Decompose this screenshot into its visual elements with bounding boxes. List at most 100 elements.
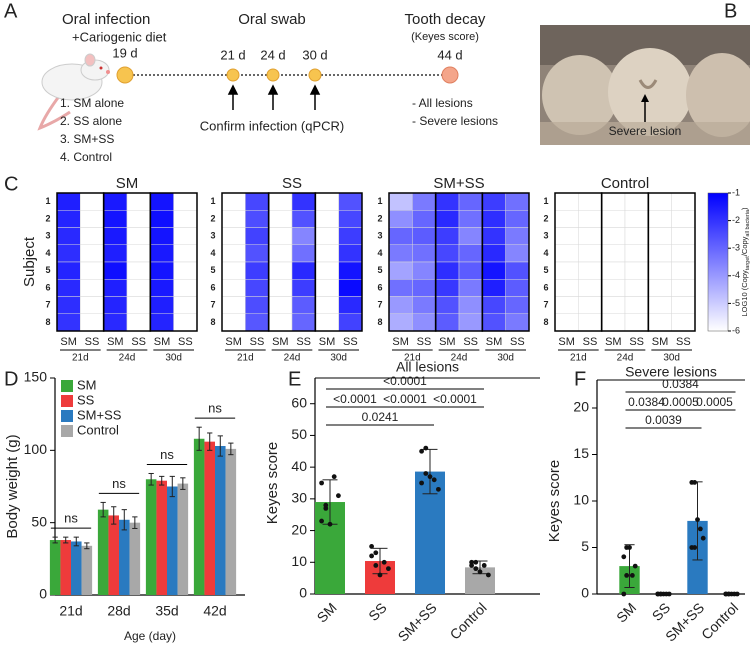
heatmap-cell (150, 210, 174, 228)
y-axis-label: Keyes score (264, 442, 281, 525)
group-label: 30d (165, 353, 182, 364)
confirm-label: Confirm infection (qPCR) (200, 118, 345, 133)
row-label: 6 (377, 282, 382, 292)
heatmap-cell (315, 261, 339, 280)
data-point (369, 553, 374, 559)
heatmap-cell (56, 279, 81, 297)
heatmap-cell (56, 313, 81, 332)
heatmap-cell (103, 244, 128, 263)
comparison-label: <0.0001 (333, 392, 377, 406)
heatmap-cell (624, 227, 649, 245)
heatmap-title: SS (282, 175, 302, 192)
heatmap-cell (150, 261, 174, 280)
y-tick-label: 0 (581, 585, 589, 601)
heatmap-cell (315, 244, 339, 263)
heatmap-cell (315, 296, 339, 314)
column-label: SM (605, 336, 622, 348)
heatmap-cell (80, 313, 104, 332)
row-label: 6 (45, 282, 50, 292)
heatmap-cell (126, 313, 151, 332)
row-label: 2 (377, 213, 382, 223)
heatmap-cell (388, 244, 413, 263)
heatmap-cell (245, 313, 269, 332)
row-label: 8 (377, 317, 382, 327)
heatmap-cell (268, 244, 293, 263)
heatmap-cell (601, 279, 626, 297)
row-label: 7 (543, 300, 548, 310)
column-label: SS (463, 336, 478, 348)
data-point (373, 550, 379, 556)
heatmap-cell (388, 227, 413, 245)
heatmap-cell (648, 296, 672, 314)
heatmap-cell (388, 210, 413, 228)
heatmap-cell (601, 244, 626, 263)
panel-label: D (4, 368, 18, 390)
heatmap-cell (173, 261, 198, 280)
data-point (627, 545, 632, 550)
heatmap-cell (554, 227, 579, 245)
x-tick-label: 28d (107, 603, 130, 619)
bar (81, 545, 93, 595)
error-bar (180, 477, 186, 490)
heatmap-title: SM (116, 175, 139, 192)
heatmap-cell (482, 210, 506, 228)
ns-label: ns (208, 401, 222, 416)
heatmap-cell (291, 313, 316, 332)
x-axis-label: Age (day) (124, 629, 176, 643)
x-tick-label: Control (698, 599, 741, 642)
x-tick-label: SM+SS (662, 599, 707, 644)
y-tick-label: 100 (24, 441, 48, 457)
heatmap-cell (482, 313, 506, 332)
group-label: 21d (237, 353, 254, 364)
heatmap-cell (338, 210, 363, 228)
heatmap-cell (80, 279, 104, 297)
heatmap-cell (291, 261, 316, 280)
heatmap-cell (245, 192, 269, 211)
bar (145, 479, 157, 595)
row-label: 4 (210, 248, 215, 258)
group-frame (481, 192, 530, 332)
data-point (477, 569, 483, 575)
heatmap-cell (56, 210, 81, 228)
column-label: SM (392, 336, 409, 348)
heatmap-cell (624, 261, 649, 280)
row-label: 1 (210, 196, 215, 206)
tooth-photo (540, 25, 750, 145)
x-tick-label: SS (649, 599, 674, 624)
column-label: SS (296, 336, 311, 348)
heatmap-cell (291, 192, 316, 211)
timepoint-label: 30 d (302, 47, 327, 62)
error-bar (159, 475, 165, 486)
photo-annotation: Severe lesion (609, 124, 682, 138)
row-label: 8 (543, 317, 548, 327)
heatmap-cell (245, 210, 269, 228)
data-point (629, 573, 635, 578)
heatmap-cell (245, 261, 269, 280)
y-axis-label: Body weight (g) (4, 434, 21, 538)
row-label: 7 (210, 300, 215, 310)
heatmap-cell (268, 192, 293, 211)
heatmap-cell (554, 192, 579, 211)
legend-swatch (61, 410, 73, 422)
column-label: SS (343, 336, 358, 348)
y-tick-label: 20 (291, 521, 307, 537)
heatmap-cell (671, 192, 696, 211)
data-point (319, 518, 324, 524)
error-bar (207, 432, 213, 451)
row-label: 6 (543, 282, 548, 292)
row-label: 5 (377, 265, 382, 275)
heatmap-cell (221, 279, 246, 297)
column-label: SS (629, 336, 644, 348)
colorbar-tick-label: -1 (732, 187, 740, 197)
data-point (692, 480, 698, 485)
decay-subtitle: (Keyes score) (411, 31, 479, 43)
heatmap-cell (458, 279, 483, 297)
colorbar-label-part: ) (740, 207, 749, 210)
row-label: 4 (543, 248, 548, 258)
heatmap-cell (268, 296, 293, 314)
panel-label: A (4, 0, 18, 22)
data-point (323, 502, 329, 508)
heatmap-cell (338, 296, 363, 314)
column-label: SS (417, 336, 432, 348)
heatmap-cell (578, 210, 602, 228)
